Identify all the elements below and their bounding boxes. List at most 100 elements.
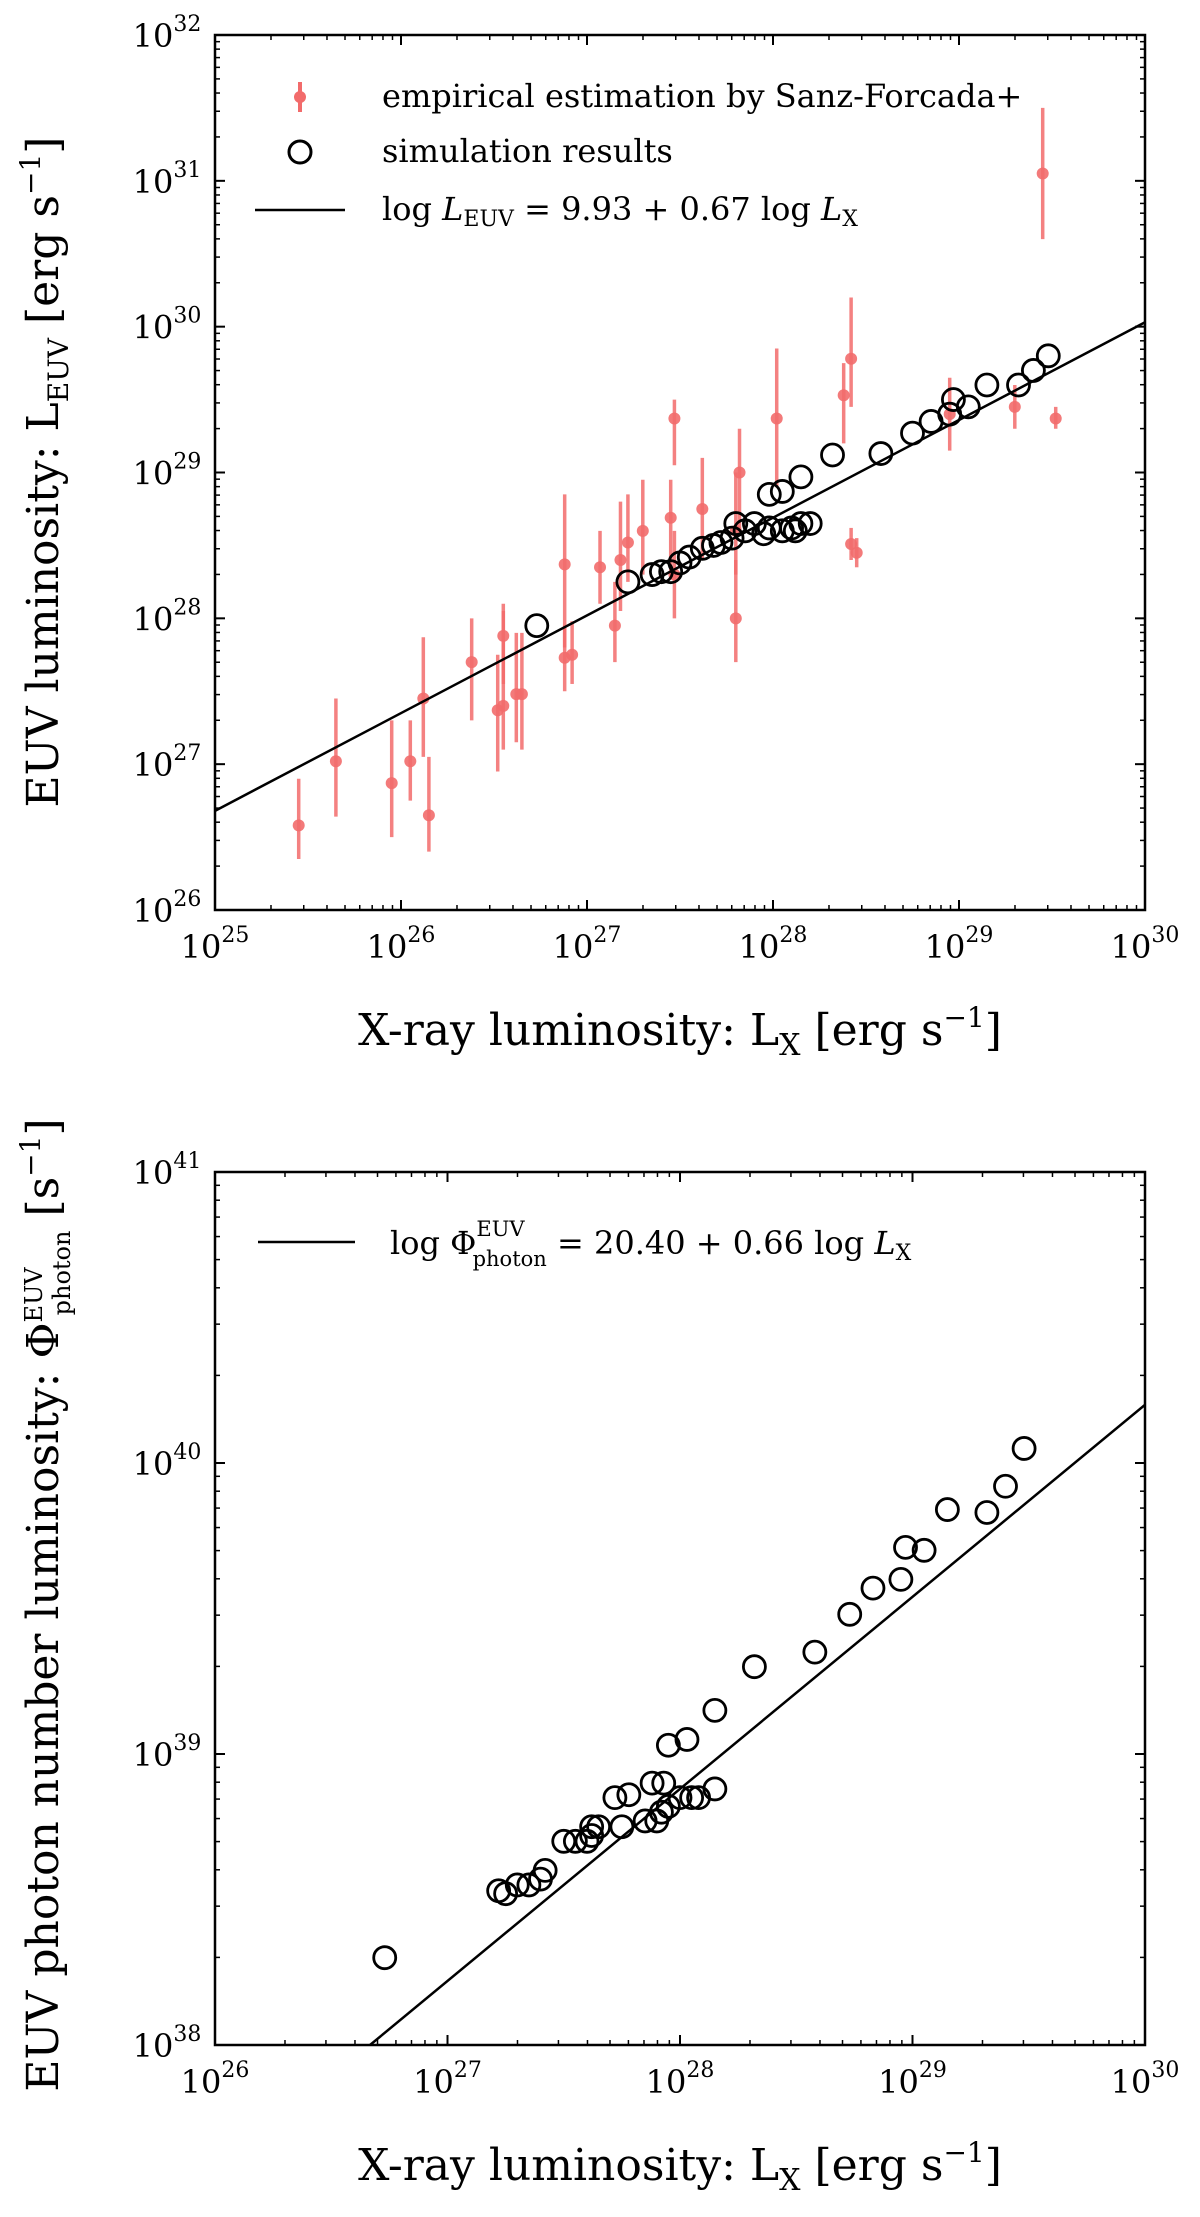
y-tick-label: 1040 xyxy=(133,1440,202,1483)
simulation-point xyxy=(751,521,777,547)
empirical-point xyxy=(608,619,621,632)
empirical-point xyxy=(696,502,709,515)
simulation-point xyxy=(616,1782,642,1808)
empirical-point xyxy=(404,755,417,768)
x-tick-label: 1029 xyxy=(878,2058,947,2101)
empirical-point xyxy=(422,809,435,822)
simulation-point xyxy=(719,525,745,551)
x-tick-label: 1026 xyxy=(181,2058,250,2101)
simulation-points-layer xyxy=(524,343,1061,639)
top-x-axis-label: X-ray luminosity: LX [erg s−1] xyxy=(358,1001,1002,1063)
top-panel: 1025 1026 1027 1028 1029 10301026102710281029… xyxy=(14,12,1179,1063)
simulation-point xyxy=(708,530,734,555)
empirical-point xyxy=(668,412,681,425)
x-tick-label: 1028 xyxy=(646,2058,715,2101)
legend-empirical-marker xyxy=(294,91,306,103)
y-tick-label: 1032 xyxy=(133,12,202,55)
simulation-point xyxy=(955,394,981,420)
empirical-point xyxy=(1008,400,1021,413)
empirical-point xyxy=(385,777,398,790)
empirical-point xyxy=(417,692,430,705)
bottom-legend-fit-label: log ΦEUV photon = 20.40 + 0.66 log LX xyxy=(390,1217,912,1271)
empirical-point xyxy=(1049,412,1062,425)
empirical-point xyxy=(621,536,634,549)
y-tick-label: 1031 xyxy=(133,158,202,201)
simulation-point xyxy=(702,1776,728,1802)
empirical-point xyxy=(465,656,478,669)
y-tick-label: 1027 xyxy=(133,741,202,784)
y-tick-label: 1028 xyxy=(133,595,202,638)
simulation-point xyxy=(532,1858,558,1883)
empirical-point xyxy=(733,466,746,479)
simulation-point xyxy=(579,1823,605,1848)
x-tick-label: 1026 xyxy=(367,923,436,966)
simulation-point xyxy=(1035,343,1061,369)
fit-line xyxy=(369,1403,1146,2046)
simulation-point xyxy=(934,1497,960,1522)
y-tick-label: 1029 xyxy=(133,450,202,493)
simulation-point xyxy=(1021,358,1046,383)
empirical-point xyxy=(558,558,571,571)
y-tick-label: 1041 xyxy=(133,1149,202,1192)
empirical-point xyxy=(292,819,305,832)
empirical-point xyxy=(664,511,677,524)
simulation-point xyxy=(974,1500,1000,1525)
simulation-point xyxy=(860,1575,886,1601)
simulation-point xyxy=(649,1799,674,1825)
top-legend: empirical estimation by Sanz-Forcada+ si… xyxy=(255,77,1022,232)
legend-simulation-marker xyxy=(287,139,313,165)
bottom-plot-frame xyxy=(213,1170,1147,2047)
simulation-point xyxy=(1011,1436,1037,1461)
empirical-point xyxy=(837,389,850,402)
simulation-point xyxy=(837,1601,863,1627)
y-tick-label: 1026 xyxy=(133,887,202,930)
legend-fit-label: log LEUV = 9.93 + 0.67 log LX xyxy=(382,190,858,232)
simulation-point xyxy=(655,1732,681,1758)
y-tick-label: 1039 xyxy=(133,1731,202,1774)
simulation-point xyxy=(651,1770,677,1796)
simulation-point xyxy=(820,442,845,468)
simulation-point xyxy=(756,481,782,507)
bottom-y-axis-label: EUV photon number luminosity: ΦEUVphoton… xyxy=(14,1118,76,2091)
simulation-point xyxy=(742,1654,767,1680)
simulation-point xyxy=(993,1473,1018,1499)
simulation-point xyxy=(900,420,925,446)
empirical-point xyxy=(845,537,858,550)
x-tick-label: 1028 xyxy=(739,923,808,966)
empirical-point xyxy=(329,755,342,768)
simulation-point xyxy=(888,1567,914,1592)
empirical-point xyxy=(845,352,858,365)
simulation-point xyxy=(602,1785,628,1811)
top-y-axis-label: EUV luminosity: LEUV [erg s−1] xyxy=(14,137,75,808)
simulation-point xyxy=(609,1814,635,1840)
empirical-point xyxy=(614,554,627,566)
simulation-point xyxy=(723,511,749,536)
simulation-point xyxy=(941,387,966,412)
bottom-legend: log ΦEUV photon = 20.40 + 0.66 log LX xyxy=(258,1217,912,1271)
bottom-simulation-points-layer xyxy=(372,1436,1037,1971)
simulation-point xyxy=(769,479,795,504)
simulation-point xyxy=(911,1537,937,1563)
simulation-point xyxy=(782,518,808,544)
simulation-point xyxy=(524,613,550,639)
simulation-point xyxy=(893,1534,918,1560)
empirical-points-layer xyxy=(292,107,1062,859)
simulation-point xyxy=(667,1785,693,1811)
empirical-point xyxy=(850,546,863,559)
simulation-point xyxy=(639,1770,665,1796)
x-tick-label: 1025 xyxy=(181,923,250,966)
simulation-point xyxy=(974,372,1000,398)
empirical-point xyxy=(566,648,579,661)
legend-empirical-label: empirical estimation by Sanz-Forcada+ xyxy=(382,77,1022,115)
empirical-point xyxy=(636,524,649,537)
simulation-point xyxy=(788,511,814,536)
simulation-point xyxy=(674,1727,700,1752)
top-axis-ticks: 1025 1026 1027 1028 1029 10301026102710281029… xyxy=(133,12,1180,966)
simulation-point xyxy=(679,1785,705,1811)
bottom-axis-ticks: 1026 1027 1028 1029 1030 1038 1039 1040 1041 xyxy=(133,1149,1180,2101)
simulation-point xyxy=(562,1828,588,1854)
empirical-point xyxy=(1036,167,1049,180)
empirical-point xyxy=(497,629,510,642)
simulation-point xyxy=(372,1945,398,1971)
legend-simulation-label: simulation results xyxy=(382,132,673,170)
